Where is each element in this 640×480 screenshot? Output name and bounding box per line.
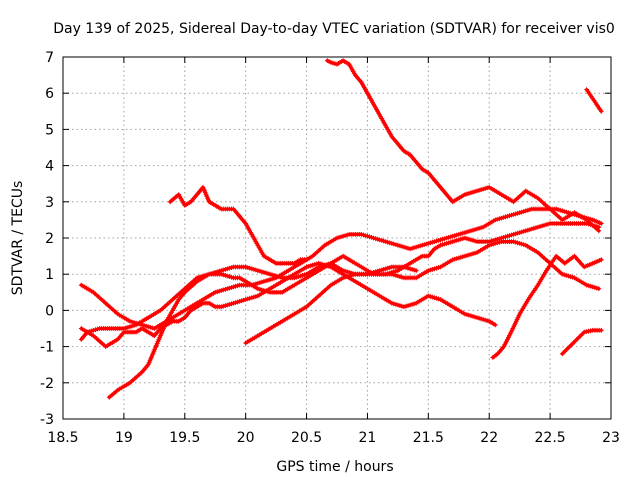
plus-markers [324, 58, 602, 234]
series-arc-10 [584, 87, 604, 114]
series-arc-6 [243, 239, 602, 346]
series-arc-2 [78, 206, 604, 331]
y-tick-label: 2 [45, 231, 54, 247]
series-arc-7 [324, 58, 602, 234]
series-arc-4 [78, 260, 498, 349]
plus-markers [584, 87, 604, 114]
y-tick-label: 3 [45, 195, 54, 211]
series-arc-1 [106, 221, 602, 400]
y-axis-label: SDTVAR / TECUs [10, 181, 26, 296]
plus-markers [490, 253, 604, 360]
chart-title: Day 139 of 2025, Sidereal Day-to-day VTE… [53, 21, 615, 37]
x-tick-label: 20.5 [291, 430, 322, 446]
y-tick-label: -1 [40, 340, 54, 356]
axes: 18.5 19 19.5 20 20.5 21 21.5 22 22.5 23-3-2-10123… [40, 50, 620, 446]
plus-markers [106, 221, 602, 400]
plus-markers [559, 327, 604, 357]
x-axis-label: GPS time / hours [276, 459, 393, 475]
x-tick-label: 21 [359, 430, 377, 446]
data-series [78, 58, 604, 400]
x-tick-label: 20 [237, 430, 255, 446]
series-arc-9 [559, 327, 604, 357]
x-tick-label: 19 [115, 430, 133, 446]
x-tick-label: 22 [480, 430, 498, 446]
y-tick-label: -2 [40, 376, 54, 392]
series-arc-8 [490, 253, 604, 360]
x-tick-label: 21.5 [413, 430, 444, 446]
x-tick-label: 18.5 [47, 430, 78, 446]
y-tick-label: 7 [45, 50, 54, 66]
y-tick-label: 1 [45, 267, 54, 283]
plus-markers [78, 260, 498, 349]
series-arc-5 [167, 184, 309, 266]
x-tick-label: 23 [602, 430, 620, 446]
y-tick-label: 5 [45, 122, 54, 138]
plus-markers [78, 206, 604, 331]
series-line [325, 59, 601, 233]
plus-markers [167, 184, 309, 266]
y-tick-label: 0 [45, 303, 54, 319]
x-tick-label: 22.5 [535, 430, 566, 446]
y-tick-label: -3 [40, 412, 54, 428]
y-tick-label: 6 [45, 86, 54, 102]
plus-markers [243, 239, 602, 346]
plus-markers [78, 260, 419, 342]
x-tick-label: 19.5 [169, 430, 200, 446]
series-line [168, 185, 309, 265]
series-line [491, 254, 603, 360]
y-tick-label: 4 [45, 159, 54, 175]
